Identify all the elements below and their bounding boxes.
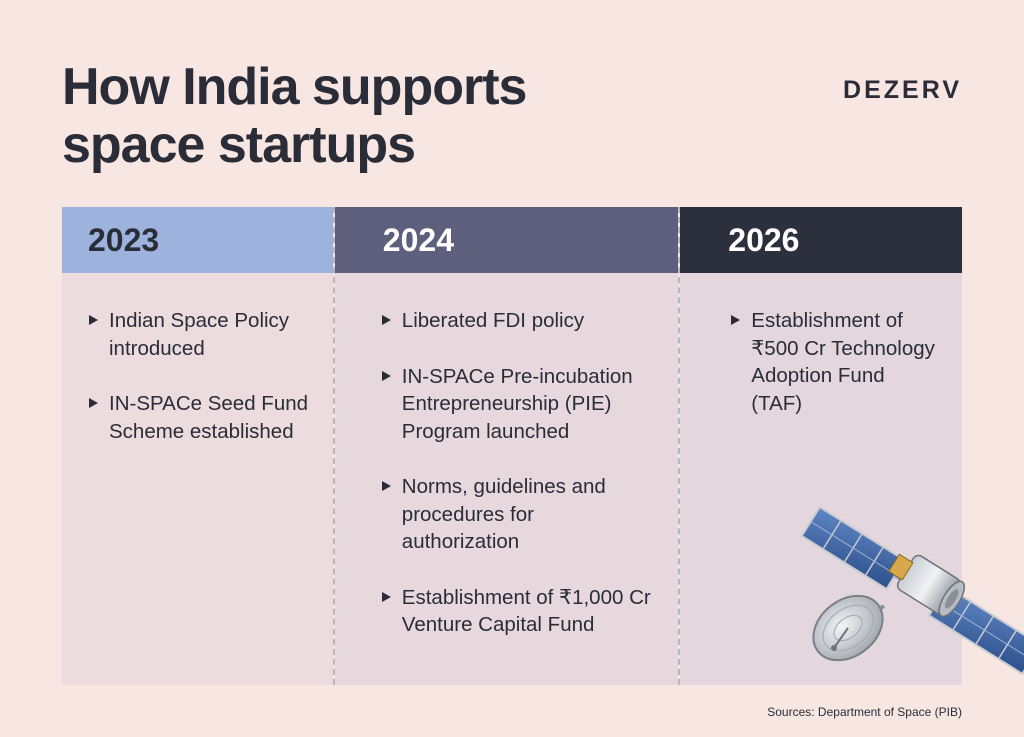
column-2026: 2026 Establishment of ₹500 Cr Technology… (678, 207, 963, 685)
column-body: Liberated FDI policy IN-SPACe Pre-incuba… (334, 273, 679, 685)
list-item: IN-SPACe Pre-incubation Entrepreneurship… (381, 363, 656, 446)
list-item: Liberated FDI policy (381, 307, 656, 335)
satellite-icon (800, 505, 1024, 676)
list-item: Indian Space Policy introduced (88, 307, 311, 362)
list-item: IN-SPACe Seed Fund Scheme established (88, 390, 311, 445)
list-item: Establishment of ₹500 Cr Technology Adop… (730, 307, 940, 417)
column-year: 2023 (62, 207, 333, 273)
column-2023: 2023 Indian Space Policy introduced IN-S… (62, 207, 333, 685)
title-line-1: How India supports (62, 58, 527, 116)
timeline-table: 2023 Indian Space Policy introduced IN-S… (62, 207, 963, 685)
column-2024: 2024 Liberated FDI policy IN-SPACe Pre-i… (332, 207, 679, 685)
column-year: 2024 (334, 207, 679, 273)
page-title: How India supports space startups (62, 58, 527, 174)
column-year: 2026 (680, 207, 963, 273)
title-line-2: space startups (62, 116, 416, 174)
brand-logo: DEZERV (843, 76, 962, 104)
column-body: Indian Space Policy introduced IN-SPACe … (62, 273, 333, 685)
list-item: Establishment of ₹1,000 Cr Venture Capit… (381, 584, 656, 639)
sources-note: Sources: Department of Space (PIB) (767, 705, 962, 719)
list-item: Norms, guidelines and procedures for aut… (381, 473, 656, 556)
